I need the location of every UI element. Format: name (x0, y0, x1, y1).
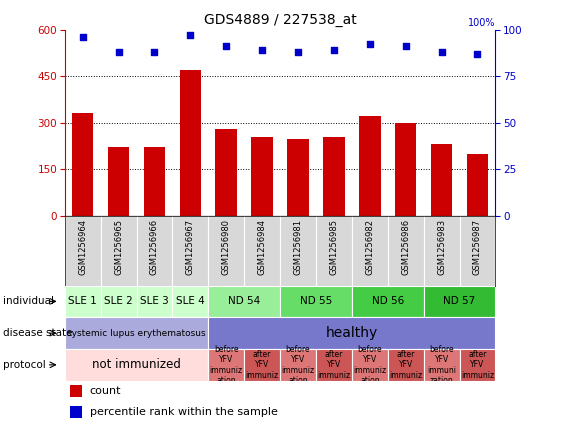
Bar (208, 317, 495, 349)
Bar (65, 349, 208, 381)
Text: GSM1256966: GSM1256966 (150, 219, 159, 275)
Bar (316, 349, 352, 381)
Bar (467, 154, 488, 216)
Text: GSM1256982: GSM1256982 (365, 219, 374, 275)
Text: GSM1256987: GSM1256987 (473, 219, 482, 275)
Text: ND 56: ND 56 (372, 297, 404, 306)
Text: GSM1256984: GSM1256984 (258, 219, 267, 275)
Bar (359, 116, 381, 216)
Bar (244, 349, 280, 381)
Bar (208, 286, 280, 317)
Point (222, 43, 231, 50)
Text: individual: individual (3, 297, 54, 306)
Bar (287, 139, 309, 216)
Bar (431, 144, 452, 216)
Point (258, 47, 267, 53)
Bar (72, 113, 93, 216)
Point (186, 32, 195, 38)
Text: ND 54: ND 54 (228, 297, 260, 306)
Bar (70, 385, 82, 397)
Point (293, 49, 302, 55)
Text: GSM1256965: GSM1256965 (114, 219, 123, 275)
Text: GSM1256983: GSM1256983 (437, 219, 446, 275)
Text: GSM1256981: GSM1256981 (293, 219, 302, 275)
Point (365, 41, 374, 48)
Bar (70, 406, 82, 418)
Bar (280, 286, 352, 317)
Bar (424, 349, 459, 381)
Text: before
YFV
immuniz
ation: before YFV immuniz ation (282, 345, 315, 385)
Text: after
YFV
immuniz: after YFV immuniz (389, 350, 422, 380)
Text: GSM1256964: GSM1256964 (78, 219, 87, 275)
Bar (323, 137, 345, 216)
Bar (424, 286, 495, 317)
Text: GSM1256980: GSM1256980 (222, 219, 231, 275)
Bar (280, 349, 316, 381)
Point (437, 49, 446, 55)
Bar (352, 286, 424, 317)
Point (473, 50, 482, 57)
Bar (65, 286, 101, 317)
Text: SLE 1: SLE 1 (68, 297, 97, 306)
Text: after
YFV
immuniz: after YFV immuniz (245, 350, 279, 380)
Bar (395, 123, 417, 216)
Text: healthy: healthy (326, 326, 378, 340)
Text: SLE 4: SLE 4 (176, 297, 205, 306)
Bar (172, 286, 208, 317)
Bar (388, 349, 424, 381)
Point (401, 43, 410, 50)
Bar (101, 286, 137, 317)
Text: ND 57: ND 57 (444, 297, 476, 306)
Text: protocol: protocol (3, 360, 46, 370)
Bar (137, 286, 172, 317)
Text: disease state: disease state (3, 328, 73, 338)
Bar (459, 349, 495, 381)
Bar (108, 148, 129, 216)
Text: not immunized: not immunized (92, 358, 181, 371)
Text: SLE 3: SLE 3 (140, 297, 169, 306)
Text: percentile rank within the sample: percentile rank within the sample (90, 407, 278, 417)
Text: count: count (90, 386, 121, 396)
Point (114, 49, 123, 55)
Bar (208, 349, 244, 381)
Bar (180, 70, 201, 216)
Text: GSM1256967: GSM1256967 (186, 219, 195, 275)
Text: after
YFV
immuniz: after YFV immuniz (461, 350, 494, 380)
Bar (216, 129, 237, 216)
Text: SLE 2: SLE 2 (104, 297, 133, 306)
Bar (144, 148, 166, 216)
Point (329, 47, 338, 53)
Text: GSM1256986: GSM1256986 (401, 219, 410, 275)
Text: ND 55: ND 55 (300, 297, 332, 306)
Text: before
YFV
immuniz
ation: before YFV immuniz ation (209, 345, 243, 385)
Text: before
YFV
immuni
zation: before YFV immuni zation (427, 345, 456, 385)
Text: GSM1256985: GSM1256985 (329, 219, 338, 275)
Text: systemic lupus erythematosus: systemic lupus erythematosus (67, 329, 206, 338)
Point (150, 49, 159, 55)
Text: 100%: 100% (468, 18, 495, 28)
Text: before
YFV
immuniz
ation: before YFV immuniz ation (353, 345, 386, 385)
Bar (65, 317, 208, 349)
Text: after
YFV
immuniz: after YFV immuniz (318, 350, 351, 380)
Bar (352, 349, 388, 381)
Bar (251, 137, 273, 216)
Title: GDS4889 / 227538_at: GDS4889 / 227538_at (204, 13, 356, 27)
Point (78, 34, 87, 41)
